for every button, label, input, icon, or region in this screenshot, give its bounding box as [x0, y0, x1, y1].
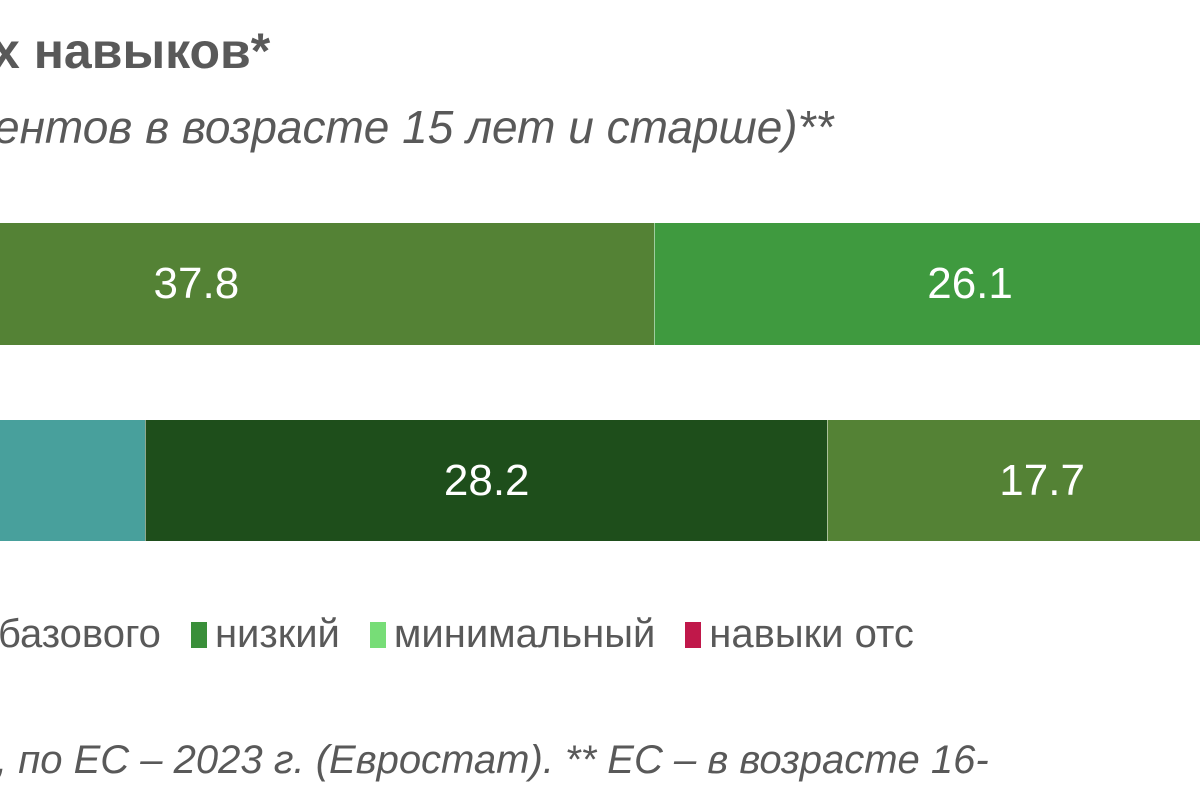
legend-label: низкий [214, 612, 340, 656]
legend-swatch [685, 621, 702, 648]
legend-item-low: низкий [190, 612, 340, 657]
chart-title: х навыков* [0, 23, 271, 79]
bar-segment: 17.7 [827, 420, 1200, 541]
data-label: 37.8 [153, 259, 240, 308]
bar-segment: 37.8 [0, 223, 654, 345]
data-label: 26.1 [927, 259, 1013, 308]
data-label: 17.7 [999, 455, 1085, 505]
legend-item-minimal: минимальный [369, 612, 656, 657]
legend-label: базового [0, 612, 161, 656]
legend-item-none: навыки отс [685, 612, 914, 657]
chart-subtitle: ентов в возрасте 15 лет и старше)** [0, 101, 834, 153]
bar-segment: 26.1 [653, 223, 1200, 345]
legend-swatch [369, 621, 386, 648]
legend-item-basic: базового [0, 612, 161, 657]
legend-label: минимальный [393, 612, 656, 656]
bar-segment [0, 420, 145, 541]
footnote: , по ЕС – 2023 г. (Евростат). ** ЕС – в … [0, 738, 989, 782]
legend-swatch [190, 621, 207, 648]
legend-label: навыки отс [709, 612, 914, 656]
bar-segment: 28.2 [145, 420, 828, 541]
legend: базового низкий минимальный навыки отс [0, 612, 944, 657]
data-label: 28.2 [443, 455, 530, 505]
